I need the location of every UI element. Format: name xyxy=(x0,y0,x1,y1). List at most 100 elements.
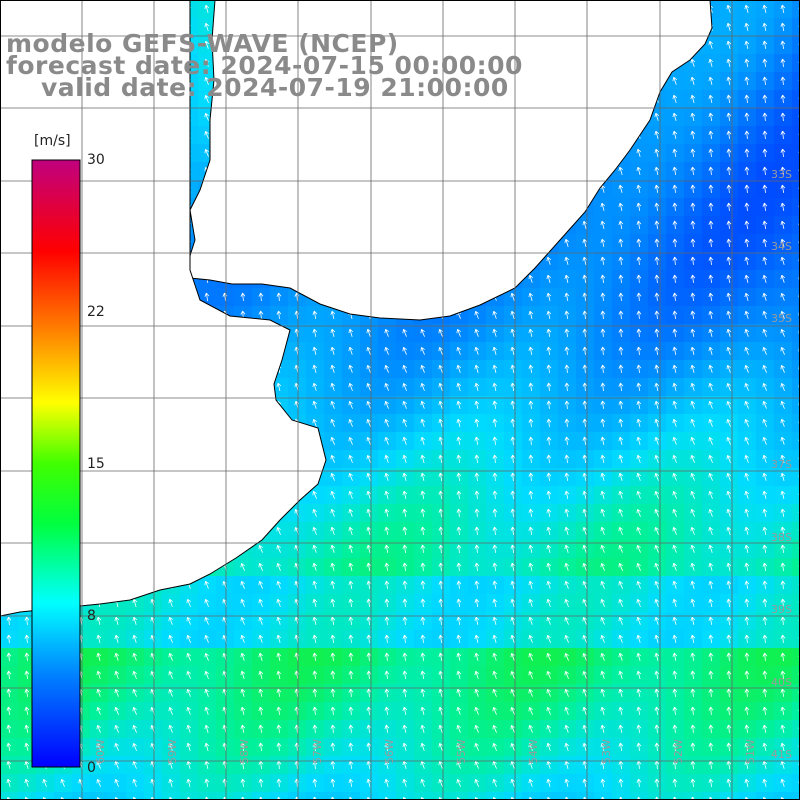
field-cell xyxy=(594,792,612,800)
wind-arrow xyxy=(708,220,714,230)
wind-arrow xyxy=(708,256,714,266)
wind-arrow xyxy=(384,634,390,644)
wind-arrow xyxy=(582,454,588,464)
wind-arrow xyxy=(636,562,641,571)
wind-arrow xyxy=(744,22,750,31)
wind-arrow xyxy=(690,652,696,662)
wind-arrow xyxy=(114,688,119,697)
wind-arrow xyxy=(528,724,533,733)
wind-arrow xyxy=(726,166,732,176)
wind-arrow xyxy=(780,670,786,680)
wind-arrow xyxy=(510,652,515,661)
wind-arrow xyxy=(654,490,659,499)
wind-arrow xyxy=(780,220,786,229)
wind-arrow xyxy=(528,310,534,319)
wind-arrow xyxy=(528,616,534,625)
wind-arrow xyxy=(708,760,714,770)
wind-arrow xyxy=(366,652,372,662)
wind-arrow xyxy=(762,40,768,50)
wind-arrow xyxy=(402,526,408,536)
wind-arrow xyxy=(672,346,678,355)
wind-arrow xyxy=(780,544,786,554)
wind-arrow xyxy=(276,310,282,320)
wind-arrow xyxy=(474,400,480,409)
field-cell xyxy=(792,576,800,594)
wind-arrow xyxy=(672,742,678,752)
wind-arrow xyxy=(672,310,678,320)
wind-arrow xyxy=(312,652,318,662)
wind-arrow xyxy=(492,598,498,607)
wind-arrow xyxy=(762,580,768,590)
wind-arrow xyxy=(744,202,750,212)
wind-arrow xyxy=(618,760,624,770)
field-cell xyxy=(792,216,800,234)
wind-arrow xyxy=(312,562,318,571)
wind-arrow xyxy=(240,706,246,715)
wind-arrow xyxy=(744,94,750,104)
colorbar-tick-0: 0 xyxy=(87,760,96,776)
field-cell xyxy=(648,792,666,800)
wind-arrow xyxy=(762,508,768,517)
wind-arrow xyxy=(618,454,624,463)
wind-arrow xyxy=(258,634,264,643)
wind-arrow xyxy=(204,580,209,589)
wind-arrow xyxy=(420,706,426,715)
wind-arrow xyxy=(546,418,552,428)
wind-arrow xyxy=(132,634,138,643)
field-cell xyxy=(486,792,504,800)
wind-arrow xyxy=(600,724,606,733)
wind-arrow xyxy=(780,436,786,445)
wind-arrow xyxy=(240,292,246,302)
wind-arrow xyxy=(258,580,263,589)
wind-arrow xyxy=(762,130,768,140)
wind-arrow xyxy=(258,310,264,320)
wind-arrow xyxy=(618,562,623,571)
wind-arrow xyxy=(348,382,353,391)
field-cell xyxy=(612,792,630,800)
wind-arrow xyxy=(780,112,786,122)
wind-arrow xyxy=(330,418,335,427)
wind-arrow xyxy=(726,436,731,445)
wind-arrow xyxy=(708,472,713,481)
field-cell xyxy=(792,126,800,144)
wind-arrow xyxy=(780,526,786,536)
wind-arrow xyxy=(420,454,426,463)
wind-arrow xyxy=(384,490,390,499)
wind-arrow xyxy=(672,562,677,571)
wind-arrow xyxy=(528,454,534,464)
wind-arrow xyxy=(618,436,624,445)
field-cell xyxy=(630,792,648,800)
wind-arrow xyxy=(510,706,515,715)
wind-arrow xyxy=(420,400,425,409)
wind-arrow xyxy=(240,778,246,788)
wind-arrow xyxy=(6,652,12,662)
wind-arrow xyxy=(654,436,660,445)
field-cell xyxy=(792,684,800,702)
wind-arrow xyxy=(528,418,534,428)
wind-arrow xyxy=(474,562,480,572)
wind-arrow xyxy=(690,742,696,752)
wind-arrow xyxy=(690,760,696,770)
wind-arrow xyxy=(636,328,642,338)
wind-arrow xyxy=(348,688,354,698)
wind-arrow xyxy=(114,616,120,625)
wind-arrow xyxy=(762,346,767,355)
wind-arrow xyxy=(780,364,785,373)
wind-arrow xyxy=(366,598,372,608)
wind-arrow xyxy=(204,778,210,788)
wind-arrow xyxy=(474,742,479,751)
wind-arrow xyxy=(474,580,480,590)
wind-arrow xyxy=(348,634,354,644)
wind-arrow xyxy=(438,490,444,500)
wind-arrow xyxy=(312,508,317,517)
wind-arrow xyxy=(528,400,534,410)
wind-arrow xyxy=(744,148,750,158)
wind-arrow xyxy=(582,346,588,356)
wind-arrow xyxy=(708,346,714,355)
wind-arrow xyxy=(438,328,443,337)
wind-arrow xyxy=(438,544,444,554)
wind-arrow xyxy=(618,472,624,481)
wind-arrow xyxy=(402,778,408,787)
wind-arrow xyxy=(582,742,588,751)
wind-arrow xyxy=(780,418,785,427)
